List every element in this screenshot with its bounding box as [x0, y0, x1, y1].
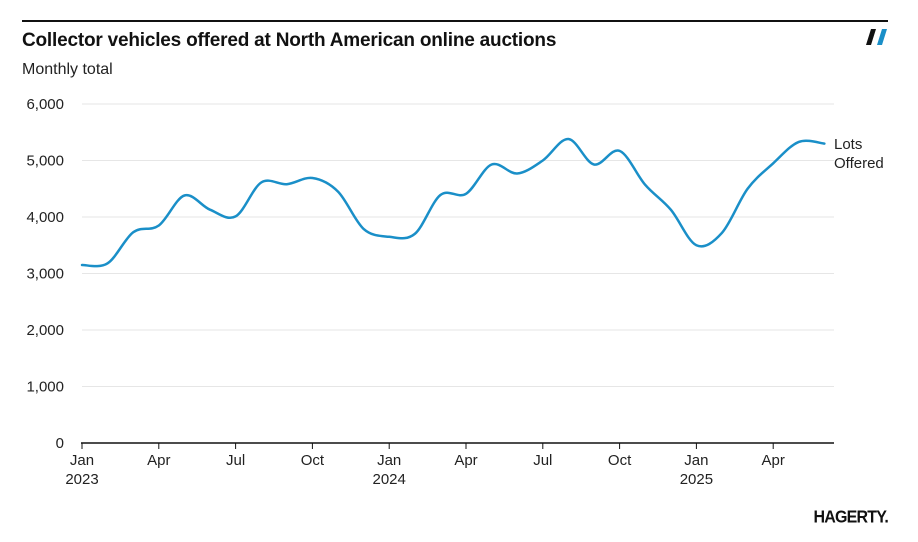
x-tick-label: Jan — [684, 452, 708, 469]
x-tick-label: Jul — [533, 452, 552, 469]
x-tick-label: Jul — [226, 452, 245, 469]
y-tick-label: 4,000 — [26, 209, 64, 226]
chart-subtitle: Monthly total — [22, 61, 113, 78]
y-tick-label: 3,000 — [26, 266, 64, 283]
y-tick-label: 2,000 — [26, 322, 64, 339]
y-tick-label: 5,000 — [26, 153, 64, 170]
y-tick-label: 0 — [56, 435, 64, 452]
series-label: Offered — [834, 155, 884, 172]
series-label: Lots — [834, 136, 862, 153]
hagerty-logo: HAGERTY. — [813, 508, 889, 527]
x-tick-label: Jan — [70, 452, 94, 469]
y-tick-label: 1,000 — [26, 379, 64, 396]
x-tick-label: Apr — [762, 452, 785, 469]
y-tick-label: 6,000 — [26, 96, 64, 113]
x-tick-label: Apr — [147, 452, 170, 469]
series-line-lots-offered — [80, 137, 826, 268]
x-tick-year-label: 2024 — [373, 471, 406, 488]
x-tick-year-label: 2023 — [65, 471, 98, 488]
x-tick-label: Oct — [301, 452, 325, 469]
hagerty-slash-mark-icon — [866, 29, 887, 45]
x-tick-year-label: 2025 — [680, 471, 713, 488]
mark-slash-blue — [877, 29, 887, 45]
chart-title: Collector vehicles offered at North Amer… — [22, 30, 557, 51]
top-rule — [22, 20, 888, 22]
x-tick-label: Jan — [377, 452, 401, 469]
x-tick-label: Apr — [454, 452, 477, 469]
x-tick-label: Oct — [608, 452, 632, 469]
mark-slash-dark — [866, 29, 876, 45]
